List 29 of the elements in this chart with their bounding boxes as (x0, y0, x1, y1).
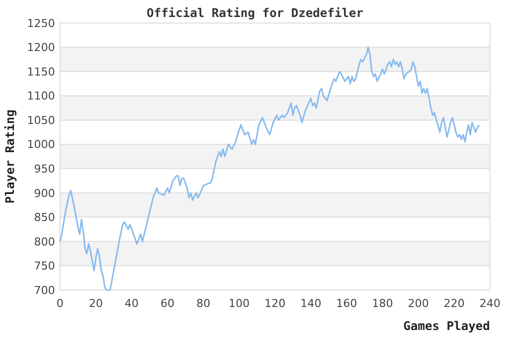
chart-title: Official Rating for Dzedefiler (146, 6, 364, 20)
y-tick-label: 1200 (27, 41, 55, 54)
x-tick-label: 120 (264, 297, 286, 310)
y-tick-label: 850 (34, 211, 55, 224)
line-series (59, 46, 480, 291)
x-axis-title: Games Played (403, 319, 490, 333)
y-tick-label: 1100 (27, 90, 55, 103)
y-tick-label: 1250 (27, 16, 55, 30)
x-tick-label: 200 (408, 297, 429, 310)
y-axis-title: Player Rating (3, 110, 17, 204)
y-tick-label: 700 (34, 284, 55, 297)
x-tick-label: 0 (56, 297, 64, 310)
x-tick-label: 240 (480, 297, 500, 310)
x-tick-label: 160 (336, 297, 358, 310)
y-tick-label: 1150 (27, 65, 55, 78)
y-tick-label: 1050 (27, 114, 55, 127)
y-tick-label: 800 (34, 235, 55, 248)
y-tick-label: 900 (34, 186, 55, 200)
x-tick-label: 80 (196, 297, 210, 310)
x-tick-label: 180 (372, 297, 393, 310)
x-tick-label: 40 (124, 297, 139, 310)
x-tick-label: 100 (228, 297, 250, 310)
y-tick-label: 750 (34, 260, 55, 273)
x-tick-label: 220 (444, 297, 465, 310)
y-tick-label: 950 (34, 162, 55, 176)
x-tick-label: 140 (300, 297, 322, 310)
x-tick-label: 20 (88, 297, 103, 310)
x-tick-label: 60 (160, 297, 174, 310)
y-tick-label: 1000 (27, 138, 55, 152)
